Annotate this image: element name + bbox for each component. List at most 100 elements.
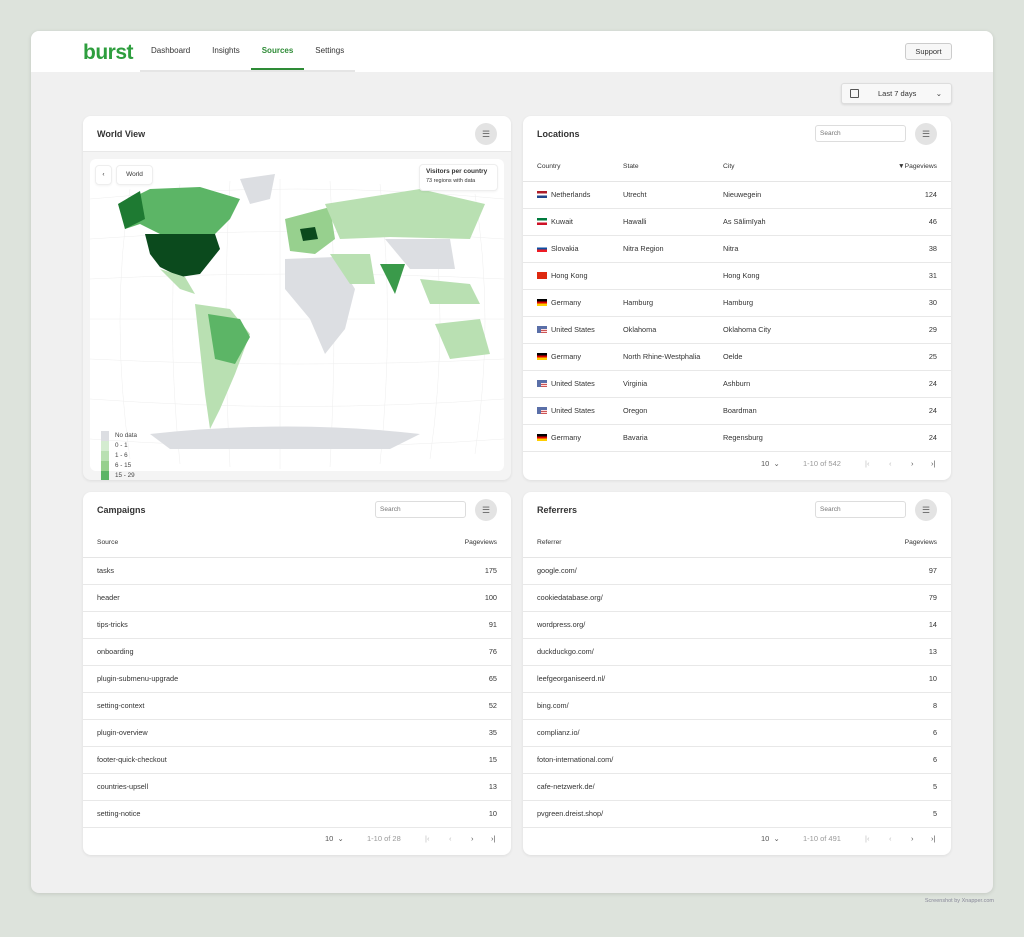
tab-sources[interactable]: Sources: [250, 31, 305, 70]
table-row[interactable]: Hong Kong Hong Kong 31: [523, 262, 951, 290]
table-row[interactable]: duckduckgo.com/13: [523, 638, 951, 666]
col-source[interactable]: Source: [83, 528, 371, 558]
col-pageviews[interactable]: Pageviews: [805, 528, 951, 558]
prev-page-icon[interactable]: ‹: [889, 459, 892, 468]
table-row[interactable]: google.com/97: [523, 557, 951, 585]
first-page-icon[interactable]: |‹: [865, 459, 870, 468]
last-page-icon[interactable]: ›|: [931, 834, 936, 843]
table-row[interactable]: onboarding 76: [83, 638, 511, 666]
table-row[interactable]: tips-tricks 91: [83, 611, 511, 639]
last-page-icon[interactable]: ›|: [491, 834, 496, 843]
col-country[interactable]: Country: [523, 152, 623, 182]
prev-page-icon[interactable]: ‹: [449, 834, 452, 843]
table-row[interactable]: Germany North Rhine-Westphalia Oelde 25: [523, 343, 951, 371]
table-row[interactable]: leefgeorganiseerd.nl/10: [523, 665, 951, 693]
table-row[interactable]: Germany Bavaria Regensburg 24: [523, 424, 951, 452]
table-row[interactable]: plugin-overview 35: [83, 719, 511, 747]
search-input[interactable]: [815, 501, 906, 518]
table-row[interactable]: tasks 175: [83, 557, 511, 585]
source-cell: setting-context: [83, 692, 371, 720]
se-asia: [420, 279, 480, 304]
table-row[interactable]: Slovakia Nitra Region Nitra 38: [523, 235, 951, 263]
watermark: Screenshot by Xnapper.com: [924, 898, 994, 904]
world-view-card: World View ☰: [83, 116, 511, 480]
first-page-icon[interactable]: |‹: [865, 834, 870, 843]
next-page-icon[interactable]: ›: [911, 459, 914, 468]
country-cell: United States: [523, 316, 623, 344]
card-title: Campaigns: [97, 505, 146, 515]
table-row[interactable]: United States Oregon Boardman 24: [523, 397, 951, 425]
col-city[interactable]: City: [723, 152, 832, 182]
pageviews-cell: 30: [831, 289, 951, 317]
table-row[interactable]: countries-upsell 13: [83, 773, 511, 801]
pageviews-cell: 13: [370, 773, 511, 801]
state-cell: North Rhine-Westphalia: [623, 343, 723, 371]
tab-settings[interactable]: Settings: [315, 46, 345, 55]
source-cell: plugin-overview: [83, 719, 371, 747]
next-page-icon[interactable]: ›: [911, 834, 914, 843]
campaigns-card: Campaigns ☰ Source Pageviews tasks175hea…: [83, 492, 511, 855]
filter-icon[interactable]: ☰: [475, 123, 497, 145]
table-row[interactable]: foton-international.com/6: [523, 746, 951, 774]
search-input[interactable]: [815, 125, 906, 142]
info-title: Visitors per country: [426, 168, 488, 175]
table-row[interactable]: bing.com/8: [523, 692, 951, 720]
col-state[interactable]: State: [623, 152, 723, 182]
per-page-select[interactable]: 10 ⌄: [761, 834, 780, 843]
pageviews-cell: 35: [370, 719, 511, 747]
per-page-select[interactable]: 10 ⌄: [325, 834, 344, 843]
breadcrumb-world[interactable]: World: [116, 165, 153, 185]
table-row[interactable]: setting-notice 10: [83, 800, 511, 828]
table-row[interactable]: wordpress.org/14: [523, 611, 951, 639]
state-cell: Oklahoma: [623, 316, 723, 344]
support-button[interactable]: Support: [905, 43, 952, 60]
world-map[interactable]: ‹ World Visitors per country 73 regions …: [90, 159, 504, 480]
per-page-select[interactable]: 10 ⌄: [761, 459, 780, 468]
date-range-value: Last 7 days: [878, 89, 917, 98]
filter-icon[interactable]: ☰: [475, 499, 497, 521]
flag-hk-icon: [537, 272, 547, 279]
legend-swatch: [101, 431, 109, 441]
table-row[interactable]: header 100: [83, 584, 511, 612]
tab-dashboard[interactable]: Dashboard: [151, 46, 191, 55]
table-row[interactable]: Germany Hamburg Hamburg 30: [523, 289, 951, 317]
table-row[interactable]: pvgreen.dreist.shop/5: [523, 800, 951, 828]
table-row[interactable]: cookiedatabase.org/79: [523, 584, 951, 612]
next-page-icon[interactable]: ›: [471, 834, 474, 843]
alaska: [118, 191, 145, 229]
col-pageviews[interactable]: Pageviews: [370, 528, 511, 558]
filter-icon[interactable]: ☰: [915, 499, 937, 521]
city-cell: Oklahoma City: [723, 316, 832, 344]
table-row[interactable]: plugin-submenu-upgrade 65: [83, 665, 511, 693]
table-row[interactable]: setting-context 52: [83, 692, 511, 720]
table-row[interactable]: cafe-netzwerk.de/5: [523, 773, 951, 801]
referrer-cell: bing.com/: [523, 692, 806, 720]
table-row[interactable]: United States Virginia Ashburn 24: [523, 370, 951, 398]
table-row[interactable]: footer-quick-checkout 15: [83, 746, 511, 774]
last-page-icon[interactable]: ›|: [931, 459, 936, 468]
col-referrer[interactable]: Referrer: [523, 528, 806, 558]
legend-swatch: [101, 441, 109, 451]
state-cell: Oregon: [623, 397, 723, 425]
back-button[interactable]: ‹: [95, 165, 112, 185]
source-cell: footer-quick-checkout: [83, 746, 371, 774]
col-pageviews[interactable]: ▼Pageviews: [831, 152, 951, 182]
search-input[interactable]: [375, 501, 466, 518]
table-row[interactable]: Netherlands Utrecht Nieuwegein 124: [523, 181, 951, 209]
locations-card: Locations ☰ Country State City ▼Pageview…: [523, 116, 951, 480]
filter-icon[interactable]: ☰: [915, 123, 937, 145]
country-cell: Netherlands: [523, 181, 623, 209]
table-row[interactable]: Kuwait Hawalli As Sālimīyah 46: [523, 208, 951, 236]
usa: [145, 234, 220, 277]
legend-swatch: [101, 451, 109, 461]
prev-page-icon[interactable]: ‹: [889, 834, 892, 843]
table-row[interactable]: complianz.io/6: [523, 719, 951, 747]
date-range-picker[interactable]: Last 7 days ⌄: [841, 83, 952, 104]
flag-sk-icon: [537, 245, 547, 252]
table-row[interactable]: United States Oklahoma Oklahoma City 29: [523, 316, 951, 344]
state-cell: Nitra Region: [623, 235, 723, 263]
tab-insights[interactable]: Insights: [212, 46, 240, 55]
antarctica: [150, 426, 420, 449]
first-page-icon[interactable]: |‹: [425, 834, 430, 843]
